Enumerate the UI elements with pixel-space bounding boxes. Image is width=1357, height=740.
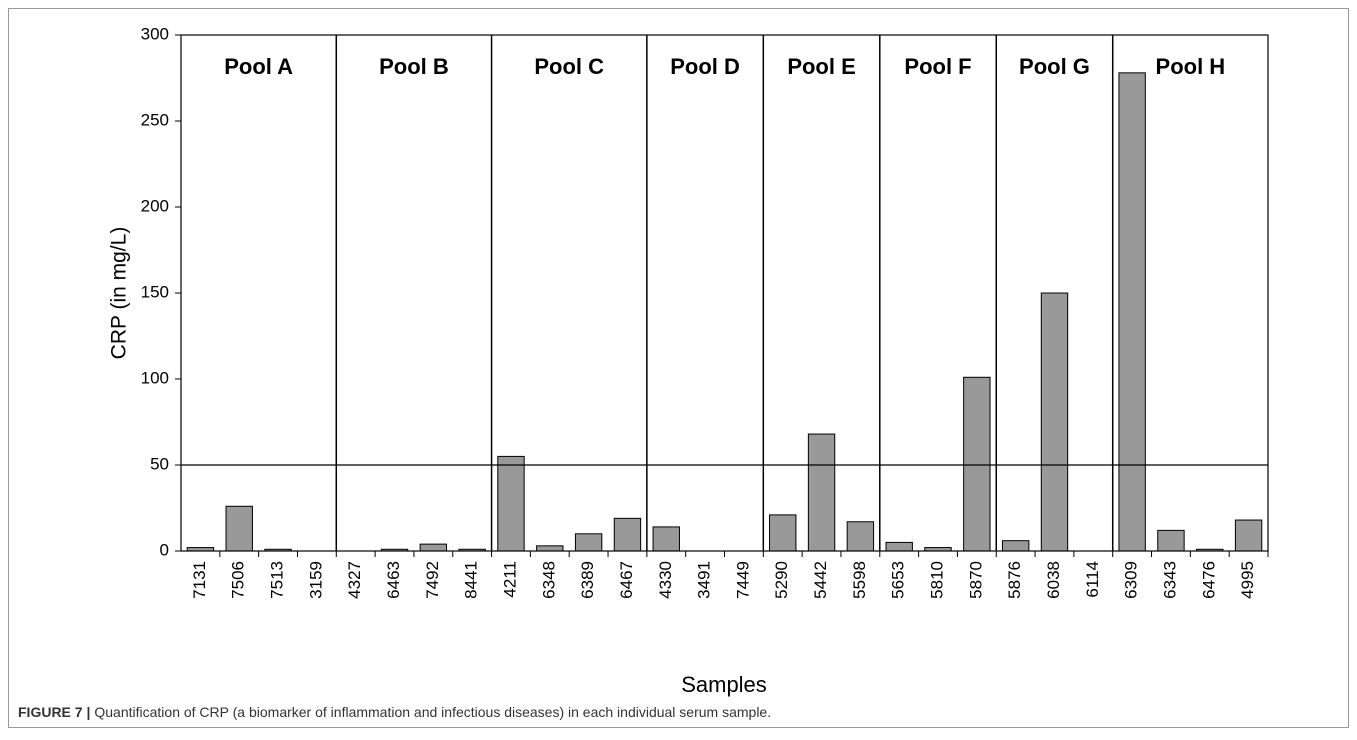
bar	[1234, 519, 1263, 552]
x-tick-label: 5653	[889, 561, 908, 599]
x-tick-label: 5290	[772, 561, 791, 599]
y-tick-label: 50	[150, 454, 169, 473]
x-tick-label: 5442	[811, 561, 830, 599]
x-tick-label: 6389	[578, 561, 597, 599]
x-tick-label: 6463	[384, 561, 403, 599]
x-tick-label: 7131	[190, 561, 209, 599]
y-tick-label: 300	[141, 24, 169, 43]
y-tick-label: 200	[141, 196, 169, 215]
x-tick-label: 7513	[268, 561, 287, 599]
plot-frame	[180, 34, 1269, 552]
bar	[1040, 292, 1069, 552]
group-label: Pool E	[787, 54, 855, 79]
bar	[652, 526, 680, 552]
y-tick-label: 100	[141, 368, 169, 387]
x-tick-label: 3159	[306, 561, 325, 599]
caption: FIGURE 7 | Quantification of CRP (a bioma…	[18, 704, 771, 720]
group-label: Pool C	[534, 54, 604, 79]
x-tick-label: 6348	[539, 561, 558, 599]
bar	[807, 433, 836, 552]
y-axis-label: CRP (in mg/L)	[108, 227, 131, 360]
group-label: Pool H	[1156, 54, 1226, 79]
group-label: Pool G	[1019, 54, 1090, 79]
bar	[613, 517, 642, 552]
bar	[574, 533, 603, 552]
x-tick-label: 6114	[1083, 561, 1102, 598]
bar	[963, 376, 991, 552]
caption-text: Quantification of CRP (a biomarker of in…	[94, 704, 771, 720]
bar	[885, 541, 913, 552]
x-tick-label: 8441	[462, 561, 481, 599]
group-label: Pool F	[904, 54, 971, 79]
y-tick-label: 150	[141, 282, 169, 301]
x-tick-label: 7506	[229, 561, 248, 599]
bar	[1157, 529, 1185, 552]
x-tick-label: 4327	[345, 561, 364, 599]
group-label: Pool A	[224, 54, 293, 79]
x-tick-label: 4995	[1238, 561, 1257, 599]
x-tick-label: 6309	[1122, 561, 1141, 599]
bar	[1118, 72, 1146, 552]
x-tick-label: 5870	[966, 561, 985, 599]
x-tick-label: 5598	[850, 561, 869, 599]
caption-label: FIGURE 7 |	[18, 704, 90, 720]
x-tick-label: 5876	[1005, 561, 1024, 599]
bar	[419, 543, 448, 552]
y-tick-label: 250	[141, 110, 169, 129]
figure-border	[8, 8, 1349, 728]
group-label: Pool D	[670, 54, 740, 79]
bar	[1001, 540, 1030, 552]
group-label: Pool B	[379, 54, 449, 79]
bar	[225, 505, 253, 552]
x-tick-label: 7492	[423, 561, 442, 599]
x-axis-label: Samples	[681, 672, 767, 697]
bar	[769, 514, 797, 552]
x-tick-label: 5810	[928, 561, 947, 599]
y-tick-label: 0	[160, 540, 169, 559]
bar	[846, 521, 875, 552]
x-tick-label: 4330	[656, 561, 675, 599]
bar	[536, 545, 564, 552]
bar	[497, 455, 525, 552]
x-tick-label: 4211	[500, 561, 519, 598]
x-tick-label: 6038	[1044, 561, 1063, 599]
x-tick-label: 6467	[617, 561, 636, 599]
x-tick-label: 6476	[1199, 561, 1218, 599]
x-tick-label: 6343	[1160, 561, 1179, 599]
x-tick-label: 3491	[695, 561, 714, 599]
x-tick-label: 7449	[733, 561, 752, 599]
